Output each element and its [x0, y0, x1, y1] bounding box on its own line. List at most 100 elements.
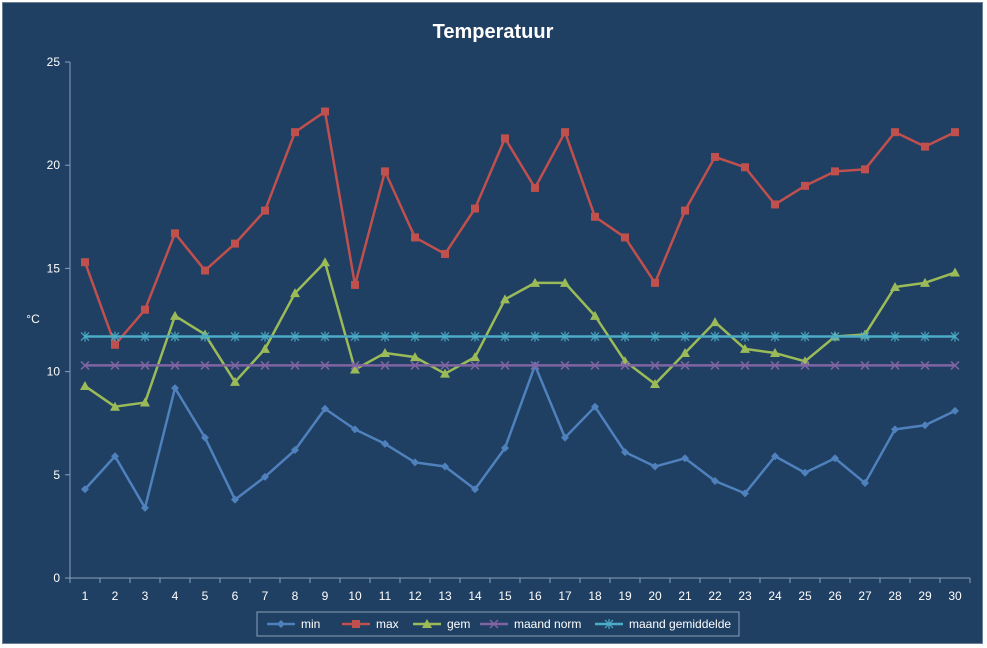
data-point-maand-norm — [470, 360, 480, 370]
data-point-gem — [590, 310, 600, 320]
data-point-gem — [680, 348, 690, 358]
data-point-gem — [920, 277, 930, 287]
data-point-min — [831, 454, 839, 463]
data-point-max — [951, 128, 959, 137]
x-tick-label: 30 — [948, 589, 962, 603]
data-point-min — [381, 439, 389, 448]
data-point-gem — [890, 281, 900, 291]
data-point-maand-gemiddelde — [80, 331, 90, 342]
x-tick-label: 20 — [648, 589, 662, 603]
y-tick-label: 0 — [53, 571, 60, 585]
y-tick-label: 20 — [47, 158, 61, 172]
data-point-gem — [350, 364, 360, 374]
x-tick-label: 9 — [322, 589, 329, 603]
x-tick-label: 11 — [379, 589, 392, 603]
data-point-maand-norm — [740, 360, 750, 370]
x-tick-label: 14 — [468, 589, 482, 603]
data-point-maand-gemiddelde — [920, 331, 930, 342]
legend-item-maand-norm: maand norm — [480, 617, 581, 631]
data-point-maand-gemiddelde — [860, 331, 870, 342]
data-point-gem — [770, 348, 780, 358]
x-tick-label: 12 — [408, 589, 422, 603]
data-point-max — [201, 266, 209, 275]
data-point-maand-gemiddelde — [800, 331, 810, 342]
data-point-min — [591, 402, 599, 411]
data-point-maand-norm — [170, 360, 180, 370]
data-point-max — [801, 181, 809, 190]
x-tick-label: 23 — [738, 589, 752, 603]
legend-label-max: max — [376, 617, 399, 631]
series-layer — [80, 107, 960, 512]
data-point-min — [801, 468, 809, 477]
x-tick-label: 29 — [918, 589, 932, 603]
data-point-maand-norm — [590, 360, 600, 370]
data-point-min — [861, 479, 869, 488]
data-point-maand-gemiddelde — [170, 331, 180, 342]
x-tick-label: 25 — [798, 589, 812, 603]
data-point-min — [951, 406, 959, 415]
data-point-maand-norm — [680, 360, 690, 370]
data-point-max — [81, 258, 89, 267]
x-tick-label: 2 — [112, 589, 119, 603]
legend-label-gem: gem — [447, 617, 470, 631]
series-line-gem — [84, 260, 956, 408]
series-max — [81, 107, 959, 349]
data-point-min — [501, 443, 509, 452]
data-point-maand-gemiddelde — [320, 331, 330, 342]
data-point-gem — [140, 397, 150, 407]
data-point-maand-gemiddelde — [950, 331, 960, 342]
data-point-max — [591, 212, 599, 221]
data-point-maand-norm — [200, 360, 210, 370]
x-tick-label: 17 — [558, 589, 572, 603]
data-point-maand-gemiddelde — [200, 331, 210, 342]
y-tick-label: 5 — [53, 468, 60, 482]
data-point-maand-norm — [860, 360, 870, 370]
data-point-max — [681, 206, 689, 215]
series-line-min — [84, 364, 956, 510]
data-point-min — [141, 503, 149, 512]
data-point-maand-norm — [950, 360, 960, 370]
x-tick-label: 4 — [172, 589, 179, 603]
data-point-maand-gemiddelde — [380, 331, 390, 342]
data-point-gem — [950, 267, 960, 277]
x-tick-label: 26 — [828, 589, 842, 603]
legend-marker-maand-gemiddelde — [604, 619, 614, 629]
data-point-maand-gemiddelde — [590, 331, 600, 342]
x-tick-label: 15 — [498, 589, 512, 603]
data-point-max — [771, 200, 779, 209]
data-point-max — [651, 278, 659, 287]
x-tick-label: 7 — [262, 589, 269, 603]
data-point-max — [321, 107, 329, 116]
x-tick-label: 22 — [708, 589, 722, 603]
series-maand-gemiddelde — [80, 331, 960, 342]
data-point-gem — [410, 352, 420, 362]
data-point-gem — [170, 310, 180, 320]
x-tick-label: 16 — [528, 589, 542, 603]
data-point-max — [171, 229, 179, 238]
data-point-maand-gemiddelde — [260, 331, 270, 342]
data-point-gem — [110, 401, 120, 411]
series-maand-norm — [80, 360, 960, 370]
data-point-gem — [710, 317, 720, 327]
data-point-min — [621, 448, 629, 457]
data-point-min — [711, 476, 719, 485]
data-point-maand-gemiddelde — [650, 331, 660, 342]
data-point-gem — [290, 288, 300, 298]
legend-box — [256, 611, 740, 637]
data-point-min — [351, 425, 359, 434]
data-point-max — [921, 142, 929, 151]
data-point-gem — [380, 348, 390, 358]
data-point-maand-gemiddelde — [770, 331, 780, 342]
data-point-max — [441, 249, 449, 258]
legend-marker-gem — [422, 619, 432, 628]
y-tick-label: 15 — [47, 261, 61, 275]
series-line-max — [83, 110, 956, 347]
data-point-maand-gemiddelde — [110, 331, 120, 342]
data-point-max — [411, 233, 419, 242]
data-point-gem — [320, 257, 330, 267]
data-point-gem — [80, 381, 90, 391]
data-point-min — [651, 462, 659, 471]
data-point-max — [561, 128, 569, 137]
